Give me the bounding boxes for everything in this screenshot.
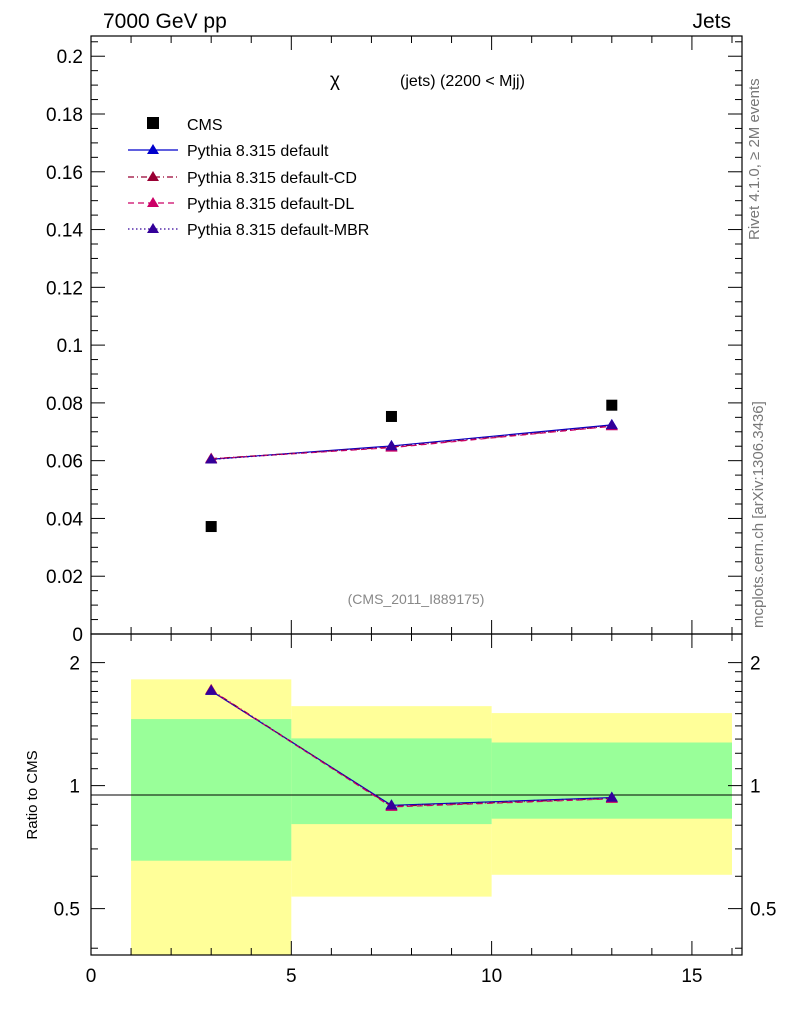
ratio-line-mbr	[210, 690, 612, 807]
main-marker-mbr	[385, 440, 398, 451]
main-y-tick-label: 0.2	[57, 47, 83, 68]
ratio-marker-mbr	[385, 799, 398, 810]
ratio-x-tick-label: 5	[286, 966, 297, 987]
title-text: (jets) (2200 < Mjj)	[400, 73, 525, 90]
ratio-y-axis-label: Ratio to CMS	[24, 750, 41, 839]
ratio-plot: Ratio to CMS 0.5 0.5 1 1 2 2 0 5 10 15	[24, 633, 777, 987]
ratio-marker-mbr	[205, 684, 218, 695]
main-y-tick-label: 0.08	[46, 394, 83, 415]
ratio-y-tick-label-right: 0.5	[750, 900, 776, 921]
main-y-tick-label: 0.1	[57, 336, 83, 357]
source-label: mcplots.cern.ch [arXiv:1306.3436]	[750, 401, 767, 628]
analysis-tag: (CMS_2011_I889175)	[348, 591, 485, 607]
ratio-x-tick-label: 0	[86, 966, 97, 987]
main-series	[205, 399, 618, 533]
main-y-tick-label: 0.14	[46, 221, 83, 242]
legend-label-default: Pythia 8.315 default	[187, 143, 329, 160]
cms-data-point	[205, 521, 217, 533]
legend-mbr-marker	[147, 223, 159, 233]
ratio-y-tick-label-left: 2	[69, 654, 80, 675]
ratio-marker-mbr	[605, 791, 618, 802]
main-marker-mbr	[605, 419, 618, 430]
ratio-plot-frame	[90, 633, 743, 956]
main-y-tick-label: 0.12	[46, 278, 83, 299]
main-y-tick-label: 0	[72, 625, 83, 646]
legend: CMS Pythia 8.315 default Pythia 8.315 de…	[128, 117, 369, 239]
main-y-tick-labels: 0 0.02 0.04 0.06 0.08 0.1 0.12 0.14 0.16 0.18 0.2	[46, 47, 83, 646]
main-line-cd	[211, 425, 612, 460]
legend-label-dl: Pythia 8.315 default-DL	[187, 196, 354, 213]
ratio-bands	[131, 679, 732, 955]
legend-cd-marker	[147, 171, 159, 181]
cms-data-point	[606, 399, 618, 411]
cms-data-point	[385, 410, 397, 422]
legend-dl-marker	[147, 197, 159, 207]
legend-cms-marker	[147, 117, 159, 129]
main-plot: 00.020.040.060.080.10.120.140.160.180.2 …	[46, 35, 743, 646]
legend-default-marker	[147, 144, 159, 154]
legend-label-mbr: Pythia 8.315 default-MBR	[187, 222, 369, 239]
main-ticks	[90, 36, 742, 635]
ratio-y-tick-label-right: 1	[750, 777, 761, 798]
rivet-version-label: Rivet 4.1.0, ≥ 2M events	[746, 78, 763, 240]
ratio-band-inner	[131, 719, 292, 861]
ratio-y-tick-label-right: 2	[750, 654, 761, 675]
ratio-band-inner	[291, 738, 492, 825]
main-marker-mbr	[205, 453, 218, 464]
legend-label-cms: CMS	[187, 117, 223, 134]
ratio-band-inner	[491, 742, 732, 819]
ratio-series	[205, 683, 618, 811]
ratio-ticks	[90, 634, 742, 955]
ratio-y-tick-label-left: 0.5	[54, 900, 80, 921]
ratio-x-tick-label: 10	[481, 966, 502, 987]
legend-label-cd: Pythia 8.315 default-CD	[187, 170, 357, 187]
header-right-label: Jets	[692, 10, 731, 33]
ratio-x-tick-label: 15	[681, 966, 702, 987]
header-left-label: 7000 GeV pp	[103, 10, 227, 33]
main-y-tick-label: 0.02	[46, 567, 83, 588]
main-y-tick-label: 0.06	[46, 452, 83, 473]
ratio-y-tick-label-left: 1	[69, 777, 80, 798]
ratio-tick-labels: 0.5 0.5 1 1 2 2 0 5 10 15	[54, 654, 777, 987]
main-y-tick-label: 0.18	[46, 105, 83, 126]
main-line-default	[211, 424, 612, 460]
title-symbol: χ	[330, 70, 340, 91]
main-y-tick-label: 0.16	[46, 163, 83, 184]
main-y-tick-label: 0.04	[46, 509, 83, 530]
